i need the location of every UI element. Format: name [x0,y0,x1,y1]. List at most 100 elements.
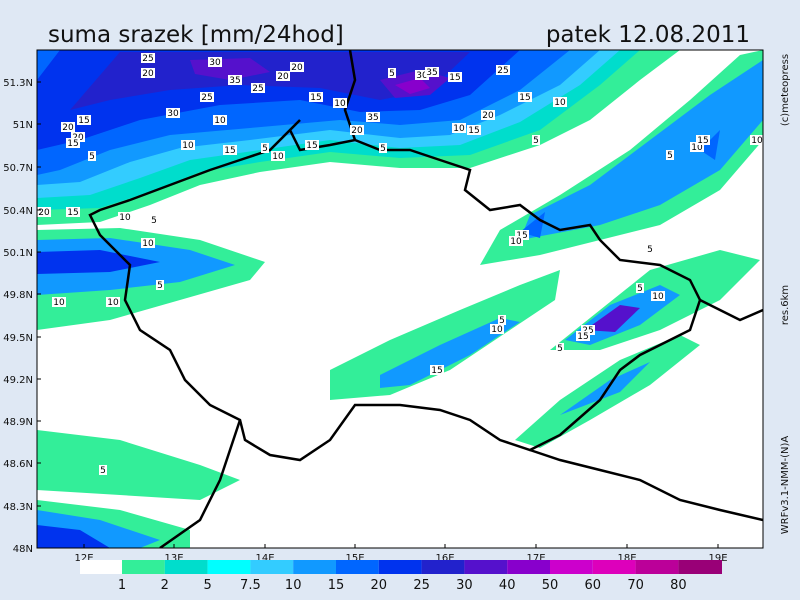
contour-label-bg [388,68,396,78]
legend-swatch [635,560,679,574]
contour-label: 25 [142,54,153,64]
contour-label: 5 [89,152,95,162]
contour-label: 30 [209,58,221,68]
contour-label-bg [150,215,158,225]
contour-label-bg [490,324,504,334]
side-note: res.6km [780,285,791,325]
contour-label-bg [305,140,319,150]
contour-label-bg [452,123,466,133]
lat-label: 51N [13,120,33,131]
contour-label-bg [636,283,644,293]
contour-label-bg [690,142,704,152]
contour-label: 25 [252,84,263,94]
contour-label-bg [106,297,120,307]
lat-label: 49.8N [3,290,33,301]
contour-label: 10 [119,213,131,223]
date: patek 12.08.2011 [546,22,750,48]
legend-swatch [250,560,294,574]
contour-label: 10 [182,141,194,151]
contour-label-bg [576,331,590,341]
contour-label-bg [379,143,387,153]
contour-label-bg [61,122,75,132]
lat-label: 49.2N [3,375,33,386]
legend-label: 2 [161,578,169,593]
contour-label-bg [228,75,242,85]
legend-label: 80 [670,578,687,593]
contour-label: 5 [533,136,539,146]
contour-label-bg [118,212,132,222]
contour-label-bg [515,230,529,240]
contour-label-bg [156,280,164,290]
contour-label: 15 [310,93,321,103]
precip-area [380,318,520,388]
contour-label: 35 [367,113,378,123]
contour-label-bg [581,325,595,335]
legend-label: 60 [585,578,602,593]
precip-area [330,270,560,400]
legend-swatch [293,560,336,574]
legend-swatch [592,560,636,574]
lon-label: 16E [435,553,454,564]
legend-label: 15 [328,578,345,593]
lat-label: 50.4N [3,206,33,217]
border [699,298,763,322]
map-area: 2520303525202025301015202015510155101515… [37,50,763,548]
legend-swatch [164,560,208,574]
contour-label-bg [333,98,347,108]
contour-label-bg [509,236,523,246]
legend-swatch [421,560,465,574]
border [529,448,763,522]
contour-label-bg [141,68,155,78]
lon-label: 15E [345,553,364,564]
contour-label-bg [261,143,269,153]
lat-label: 50.1N [3,248,33,259]
contour-label-bg [750,135,763,145]
contour-label: 20 [277,72,289,82]
contour-label-bg [141,53,155,63]
lat-label: 48.9N [3,417,33,428]
contour-label: 10 [491,325,503,335]
contour-label: 5 [637,284,643,294]
lat-label: 48.3N [3,502,33,513]
lon-label: 14E [255,553,274,564]
contour-label: 15 [224,146,235,156]
contour-label: 10 [453,124,465,134]
lon-label: 13E [164,553,183,564]
lat-label: 48.6N [3,459,33,470]
contour-label: 5 [262,144,268,154]
contour-label-bg [366,112,380,122]
contour-label-bg [467,125,481,135]
lat-label: 50.7N [3,163,33,174]
contour-label: 15 [697,136,708,146]
precip-area [520,60,763,240]
legend-label: 25 [413,578,430,593]
contour-label: 10 [751,136,763,146]
contour-label: 30 [167,109,179,119]
contour-label-bg [448,72,462,82]
contour-label: 15 [67,208,78,218]
contour-label: 20 [482,111,494,121]
contour-label: 5 [380,144,386,154]
axes: 51.3N 51N 50.7N 50.4N 50.1N 49.8N 49.5N 49.2N 48… [3,78,727,564]
legend-white [80,560,122,574]
legend-label: 20 [371,578,388,593]
legend-label: 40 [499,578,516,593]
contour-label-bg [166,108,180,118]
contour-label: 35 [426,68,437,78]
legend-swatch [378,560,422,574]
side-note: (c)meteopress [780,54,791,126]
contour-label: 10 [272,152,284,162]
contour-label-bg [276,71,290,81]
side-note: WRFv3.1-NMM-(N)A [780,436,791,535]
side-notes: (c)meteopress res.6km WRFv3.1-NMM-(N)A [780,54,791,534]
contour-label: 20 [351,126,363,136]
contour-label-bg [532,135,540,145]
contour-label-bg [415,70,429,80]
contour-label-bg [350,125,364,135]
contour-label: 15 [468,126,479,136]
legend: 1 2 5 7.5 10 15 20 25 30 40 50 60 70 80 [80,560,722,593]
contour-label: 5 [557,344,563,354]
contour-label-bg [271,151,285,161]
title: suma srazek [mm/24hod] [48,22,344,48]
legend-label: 10 [285,578,302,593]
